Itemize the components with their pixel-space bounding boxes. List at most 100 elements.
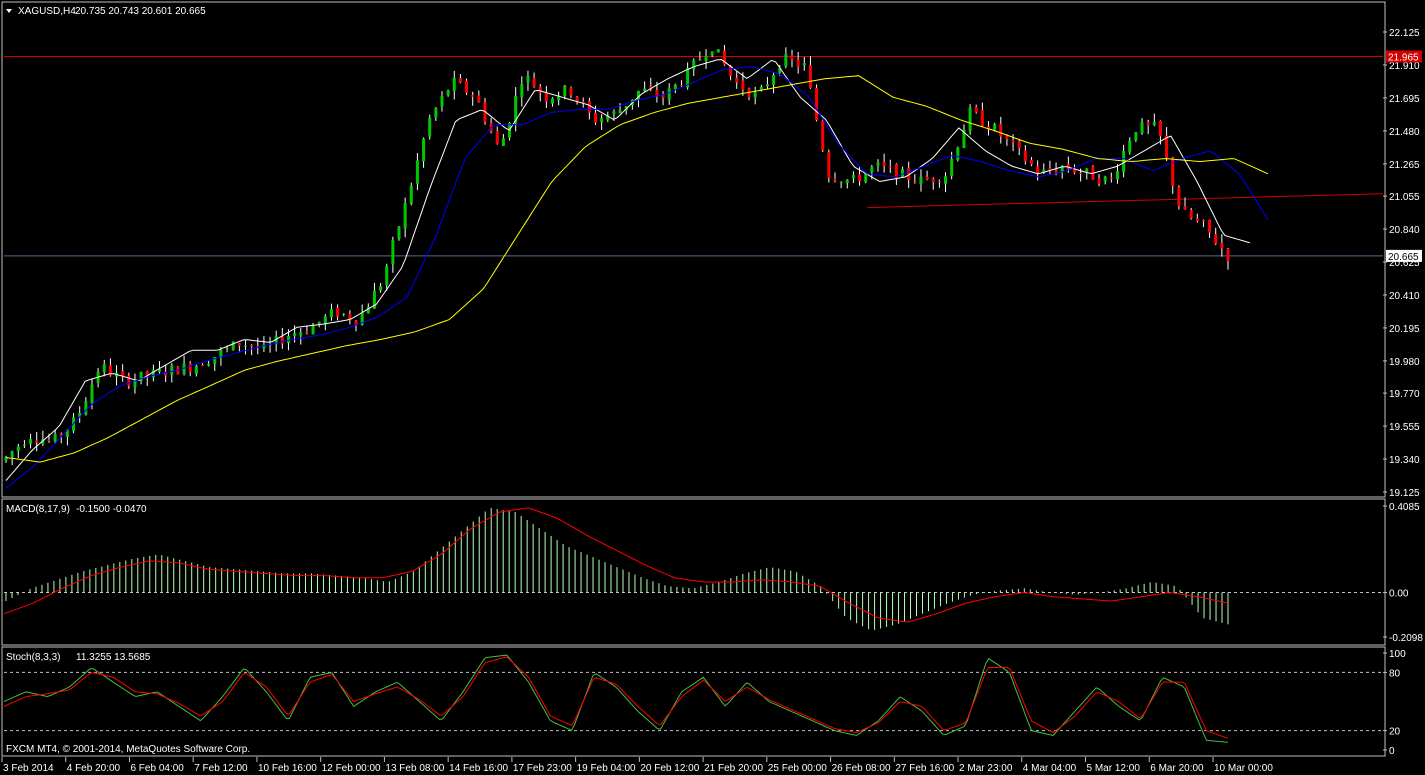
candle-bull[interactable] — [759, 86, 763, 90]
candle-bull[interactable] — [704, 55, 708, 61]
candle-bear[interactable] — [649, 86, 653, 90]
candle-bull[interactable] — [4, 456, 8, 461]
candle-bear[interactable] — [1048, 168, 1052, 171]
candle-bull[interactable] — [1140, 122, 1144, 134]
candle-bull[interactable] — [182, 363, 186, 375]
candle-bull[interactable] — [772, 74, 776, 85]
candle-bull[interactable] — [600, 118, 604, 123]
candle-bull[interactable] — [901, 169, 905, 177]
candle-bull[interactable] — [563, 85, 567, 97]
candle-bull[interactable] — [22, 444, 26, 446]
candle-bear[interactable] — [1036, 166, 1040, 175]
candle-bear[interactable] — [661, 94, 665, 98]
candle-bear[interactable] — [348, 313, 352, 320]
candle-bear[interactable] — [458, 78, 462, 83]
candle-bear[interactable] — [538, 86, 542, 93]
candle-bull[interactable] — [845, 179, 849, 183]
candle-bear[interactable] — [833, 178, 837, 181]
candle-bear[interactable] — [127, 375, 131, 386]
candle-bull[interactable] — [323, 316, 327, 324]
dropdown-triangle-icon[interactable] — [6, 9, 12, 13]
candle-bear[interactable] — [305, 331, 309, 333]
candle-bull[interactable] — [1042, 169, 1046, 173]
candle-bull[interactable] — [415, 160, 419, 184]
candle-bear[interactable] — [974, 106, 978, 113]
candle-bear[interactable] — [1183, 206, 1187, 210]
candle-bull[interactable] — [784, 54, 788, 67]
candle-bear[interactable] — [250, 345, 254, 347]
candle-bear[interactable] — [594, 112, 598, 123]
candle-bull[interactable] — [618, 110, 622, 113]
candle-bull[interactable] — [440, 95, 444, 107]
candle-bull[interactable] — [385, 265, 389, 286]
candle-bull[interactable] — [65, 429, 69, 437]
candle-bull[interactable] — [213, 357, 217, 364]
candle-bull[interactable] — [10, 451, 14, 458]
candle-bear[interactable] — [888, 166, 892, 168]
candle-bear[interactable] — [1208, 219, 1212, 233]
candle-bear[interactable] — [1195, 218, 1199, 221]
candle-bear[interactable] — [999, 124, 1003, 137]
candle-bear[interactable] — [188, 363, 192, 372]
candle-bull[interactable] — [78, 413, 82, 417]
candle-bear[interactable] — [821, 120, 825, 151]
candle-bull[interactable] — [993, 124, 997, 130]
candle-bear[interactable] — [858, 174, 862, 181]
candle-bear[interactable] — [575, 96, 579, 101]
candle-bull[interactable] — [299, 332, 303, 336]
candle-bear[interactable] — [913, 181, 917, 183]
candle-bull[interactable] — [102, 364, 106, 373]
candle-bear[interactable] — [987, 126, 991, 130]
candle-bull[interactable] — [225, 348, 229, 350]
candle-bear[interactable] — [1023, 150, 1027, 162]
candle-bear[interactable] — [980, 110, 984, 127]
candle-bull[interactable] — [243, 345, 247, 347]
candle-bull[interactable] — [90, 384, 94, 404]
candle-bull[interactable] — [428, 117, 432, 137]
candle-bear[interactable] — [477, 95, 481, 103]
candle-bull[interactable] — [29, 439, 33, 444]
candle-bear[interactable] — [815, 87, 819, 121]
candle-bull[interactable] — [520, 84, 524, 98]
candle-bull[interactable] — [765, 84, 769, 87]
candle-bull[interactable] — [1152, 121, 1156, 126]
candle-bull[interactable] — [851, 175, 855, 179]
candle-bull[interactable] — [391, 240, 395, 265]
candle-bull[interactable] — [839, 182, 843, 184]
candle-bear[interactable] — [679, 85, 683, 87]
candle-bull[interactable] — [950, 158, 954, 177]
candle-bull[interactable] — [673, 84, 677, 90]
candle-bull[interactable] — [403, 202, 407, 229]
candle-bear[interactable] — [747, 88, 751, 98]
candle-bull[interactable] — [698, 59, 702, 61]
candle-bull[interactable] — [1103, 176, 1107, 182]
candle-bull[interactable] — [311, 325, 315, 335]
candle-bull[interactable] — [692, 60, 696, 70]
candle-bear[interactable] — [907, 167, 911, 180]
candle-bull[interactable] — [557, 96, 561, 101]
candle-bear[interactable] — [108, 365, 112, 376]
candle-bear[interactable] — [59, 433, 63, 437]
candle-bull[interactable] — [667, 88, 671, 100]
candle-bear[interactable] — [894, 164, 898, 180]
candle-bull[interactable] — [207, 363, 211, 366]
candle-bear[interactable] — [790, 55, 794, 60]
candle-bear[interactable] — [587, 101, 591, 113]
candle-bear[interactable] — [1214, 234, 1218, 245]
candle-bull[interactable] — [16, 446, 20, 452]
candle-bull[interactable] — [501, 138, 505, 147]
candle-bull[interactable] — [716, 49, 720, 53]
candle-bull[interactable] — [1085, 168, 1089, 172]
candle-bear[interactable] — [164, 371, 168, 376]
candle-bear[interactable] — [532, 78, 536, 88]
candle-bull[interactable] — [919, 176, 923, 185]
candle-bull[interactable] — [170, 365, 174, 375]
candle-bear[interactable] — [808, 65, 812, 88]
candle-bear[interactable] — [1017, 141, 1021, 149]
candle-bull[interactable] — [452, 77, 456, 91]
candle-bear[interactable] — [655, 90, 659, 97]
candle-bull[interactable] — [864, 172, 868, 183]
candle-bear[interactable] — [1066, 164, 1070, 169]
candle-bull[interactable] — [551, 98, 555, 104]
candle-bull[interactable] — [158, 369, 162, 372]
